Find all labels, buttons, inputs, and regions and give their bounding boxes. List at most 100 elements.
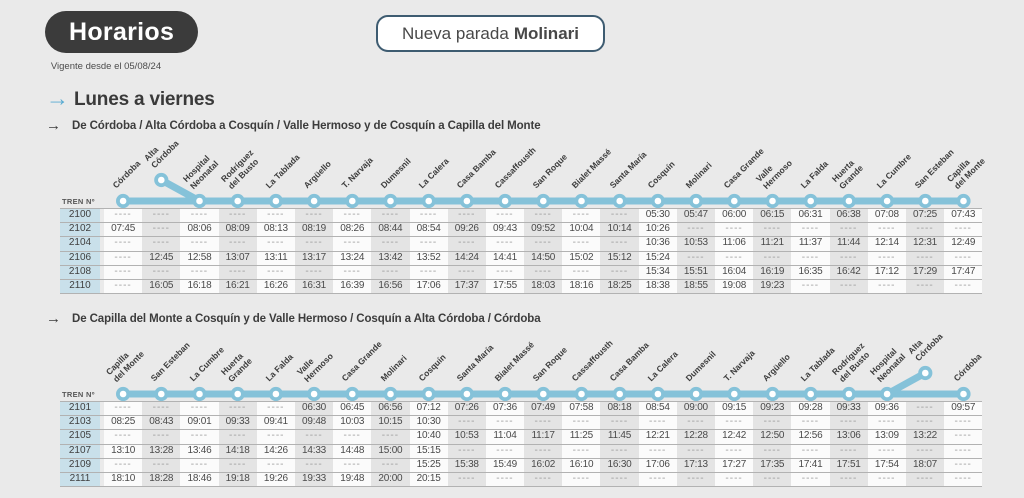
no-stop-cell: ----	[905, 472, 945, 487]
no-stop-cell: ----	[294, 458, 334, 472]
route-node	[306, 386, 322, 402]
no-stop-cell: ----	[524, 237, 563, 251]
route-node	[688, 193, 704, 209]
route-node	[192, 193, 207, 209]
no-stop-cell: ----	[715, 223, 754, 237]
no-stop-cell: ----	[447, 237, 486, 251]
time-cell: 16:18	[180, 279, 219, 294]
time-cell: 08:06	[180, 223, 219, 237]
train-number-cell: 2108	[60, 265, 100, 279]
time-cell: 14:50	[524, 251, 563, 265]
no-stop-cell: ----	[829, 251, 868, 265]
time-cell: 07:08	[867, 209, 906, 223]
time-cell: 05:47	[676, 209, 715, 223]
time-cell: 17:55	[485, 279, 525, 294]
time-cell: 14:33	[294, 444, 334, 458]
no-stop-cell: ----	[791, 472, 830, 487]
time-cell: 06:45	[333, 402, 372, 416]
no-stop-cell: ----	[142, 265, 181, 279]
right-arrow-icon: →	[46, 117, 61, 134]
no-stop-cell: ----	[180, 402, 219, 416]
no-stop-cell: ----	[676, 251, 715, 265]
time-cell: 13:10	[104, 444, 143, 458]
no-stop-cell: ----	[104, 251, 143, 265]
time-cell: 08:54	[638, 402, 677, 416]
time-cell: 09:26	[447, 223, 486, 237]
no-stop-cell: ----	[600, 444, 639, 458]
time-cell: 12:45	[142, 251, 181, 265]
table-row: 2108 ---- ---- ---- ---- ---- ---- ---- ---- ----…	[60, 265, 983, 280]
time-cell: 17:29	[905, 265, 945, 279]
time-cell: 17:35	[753, 458, 792, 472]
time-cell: 16:31	[294, 279, 334, 294]
no-stop-cell: ----	[676, 472, 715, 487]
no-stop-cell: ----	[829, 444, 868, 458]
no-stop-cell: ----	[944, 251, 983, 265]
timetable: 2100 ---- ---- ---- ---- ---- ---- ---- ---- ----…	[60, 208, 983, 295]
time-cell: 13:22	[905, 430, 945, 444]
no-stop-cell: ----	[333, 209, 372, 223]
time-cell: 09:01	[180, 416, 219, 430]
no-stop-cell: ----	[409, 265, 448, 279]
time-cell: 15:34	[638, 265, 677, 279]
time-cell: 13:52	[409, 251, 448, 265]
time-cell: 10:03	[333, 416, 372, 430]
valid-from-text: Vigente desde el 05/08/24	[50, 61, 162, 72]
time-cell: 19:33	[294, 472, 334, 487]
route-line-graphic	[116, 365, 971, 402]
no-stop-cell: ----	[371, 265, 410, 279]
time-cell: 08:25	[104, 416, 143, 430]
no-stop-cell: ----	[256, 237, 295, 251]
route-node	[727, 386, 742, 402]
route-node	[116, 193, 131, 209]
time-cell: 16:35	[791, 265, 830, 279]
time-cell: 06:30	[294, 402, 334, 416]
no-stop-cell: ----	[638, 444, 677, 458]
time-cell: 08:54	[409, 223, 448, 237]
route-node	[421, 193, 436, 209]
route-node	[650, 193, 666, 209]
time-cell: 07:25	[905, 209, 945, 223]
no-stop-cell: ----	[142, 430, 181, 444]
route-node	[536, 193, 551, 209]
day-heading-label: Lunes a viernes	[74, 88, 215, 110]
no-stop-cell: ----	[447, 416, 486, 430]
no-stop-cell: ----	[944, 472, 983, 487]
section-title: De Córdoba / Alta Córdoba a Cosquín / Va…	[72, 119, 541, 132]
no-stop-cell: ----	[791, 416, 830, 430]
route-node	[345, 193, 360, 209]
train-number-cell: 2103	[60, 416, 100, 430]
time-cell: 09:41	[256, 416, 295, 430]
train-number-cell: 2101	[60, 402, 100, 416]
time-cell: 12:21	[638, 430, 677, 444]
no-stop-cell: ----	[944, 458, 983, 472]
time-cell: 17:06	[638, 458, 677, 472]
no-stop-cell: ----	[600, 265, 639, 279]
route-line-graphic	[116, 172, 971, 209]
time-cell: 07:43	[944, 209, 983, 223]
route-node	[116, 386, 131, 402]
no-stop-cell: ----	[829, 223, 868, 237]
time-cell: 18:46	[180, 472, 219, 487]
table-row: 2101 ---- ---- ---- ---- ---- 06:30 06:45 06:56 0…	[60, 401, 983, 417]
route-node	[497, 193, 513, 209]
no-stop-cell: ----	[905, 251, 945, 265]
route-node	[497, 386, 513, 402]
no-stop-cell: ----	[905, 416, 945, 430]
no-stop-cell: ----	[409, 237, 448, 251]
no-stop-cell: ----	[218, 430, 257, 444]
section-title-row: → De Córdoba / Alta Córdoba a Cosquín / V…	[46, 118, 541, 133]
time-cell: 08:43	[142, 416, 181, 430]
no-stop-cell: ----	[638, 416, 677, 430]
time-cell: 18:03	[524, 279, 563, 294]
route-node	[688, 386, 704, 402]
time-cell: 19:18	[218, 472, 257, 487]
no-stop-cell: ----	[485, 265, 525, 279]
route-diagram: Córdoba Alta Córdoba Hospital Neonatal Rodr…	[0, 134, 1024, 210]
no-stop-cell: ----	[676, 223, 715, 237]
time-cell: 16:05	[142, 279, 181, 294]
route-node	[383, 193, 398, 209]
no-stop-cell: ----	[371, 458, 410, 472]
route-node	[612, 386, 627, 402]
